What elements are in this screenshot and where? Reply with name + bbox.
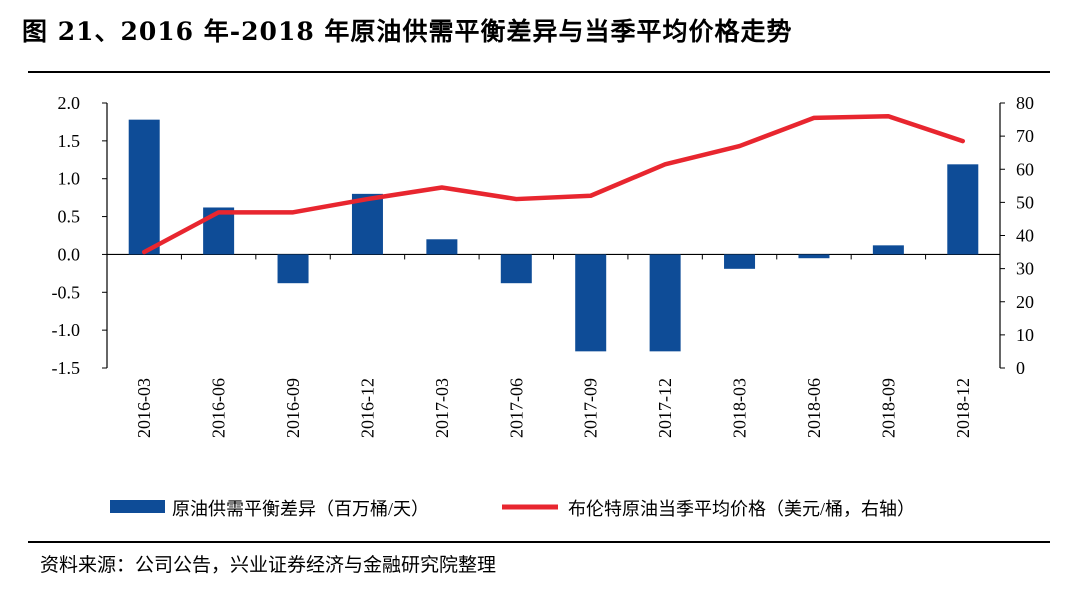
left-axis-tick-label: -1.5 [52, 358, 81, 378]
left-axis-tick-label: 1.5 [58, 131, 81, 151]
right-axis-tick-label: 60 [1016, 159, 1034, 179]
x-axis-tick-label: 2017-12 [655, 378, 675, 438]
x-axis-tick-labels: 2016-03 2016-06 2016-09 2016-12 2017-03 2017-… [134, 378, 973, 438]
right-axis-tick-label: 10 [1016, 325, 1034, 345]
x-axis-tick-label: 2018-03 [730, 378, 750, 438]
left-axis-tick-label: 0.5 [58, 207, 81, 227]
right-axis-tick-label: 80 [1016, 93, 1034, 113]
right-axis-tick-label: 0 [1016, 358, 1025, 378]
bar [500, 254, 532, 284]
x-axis-tick-label: 2017-09 [581, 378, 601, 438]
line-series [141, 114, 966, 255]
left-axis-tick-label: 1.0 [58, 169, 81, 189]
source-note: 资料来源：公司公告，兴业证券经济与金融研究院整理 [40, 554, 497, 576]
chart-legend: 原油供需平衡差异（百万桶/天） 布伦特原油当季平均价格（美元/桶，右轴） [110, 499, 915, 519]
bar [798, 254, 830, 259]
bar [351, 193, 383, 255]
x-axis-tick-label: 2017-06 [506, 378, 526, 438]
chart-title: 图 21、2016 年-2018 年原油供需平衡差异与当季平均价格走势 [22, 17, 793, 46]
x-axis-tick-label: 2018-06 [804, 378, 824, 438]
x-axis-tick-label: 2016-06 [209, 378, 229, 438]
right-axis-tick-label: 40 [1016, 226, 1034, 246]
bar [724, 254, 756, 269]
x-axis-tick-label: 2018-09 [878, 378, 898, 438]
title-divider [28, 71, 1050, 73]
left-axis-tick-label: 0.0 [58, 244, 81, 264]
chart-canvas: 2.0 1.5 1.0 0.5 0.0 -0.5 -1.0 -1.5 80 70 60 50 40 30… [52, 93, 1035, 519]
legend-bar-label: 原油供需平衡差异（百万桶/天） [172, 499, 429, 519]
legend-line-label: 布伦特原油当季平均价格（美元/桶，右轴） [568, 499, 915, 519]
bar [426, 239, 458, 255]
left-axis-tick-label: -0.5 [52, 282, 81, 302]
left-axis-tick-label: -1.0 [52, 320, 81, 340]
bar [649, 254, 681, 352]
bar [128, 119, 160, 255]
bar [947, 164, 979, 255]
x-axis-tick-label: 2016-09 [283, 378, 303, 438]
footer-divider [28, 541, 1050, 543]
x-axis-tick-label: 2016-12 [357, 378, 377, 438]
price-line [141, 114, 966, 255]
right-axis-tick-label: 20 [1016, 292, 1034, 312]
bar [575, 254, 607, 352]
chart-axes [102, 102, 1005, 369]
legend-bar-swatch [110, 500, 165, 513]
x-axis-tick-label: 2017-03 [432, 378, 452, 438]
right-axis-tick-label: 70 [1016, 126, 1034, 146]
bar [277, 254, 309, 284]
right-axis-tick-label: 30 [1016, 259, 1034, 279]
bar-series [128, 119, 979, 352]
right-axis-tick-label: 50 [1016, 192, 1034, 212]
bar [872, 245, 904, 255]
right-axis-tick-labels: 80 70 60 50 40 30 20 10 0 [1016, 93, 1034, 378]
x-axis-tick-label: 2018-12 [953, 378, 973, 438]
left-axis-tick-label: 2.0 [58, 93, 81, 113]
x-axis-tick-label: 2016-03 [134, 378, 154, 438]
left-axis-tick-labels: 2.0 1.5 1.0 0.5 0.0 -0.5 -1.0 -1.5 [52, 93, 81, 378]
